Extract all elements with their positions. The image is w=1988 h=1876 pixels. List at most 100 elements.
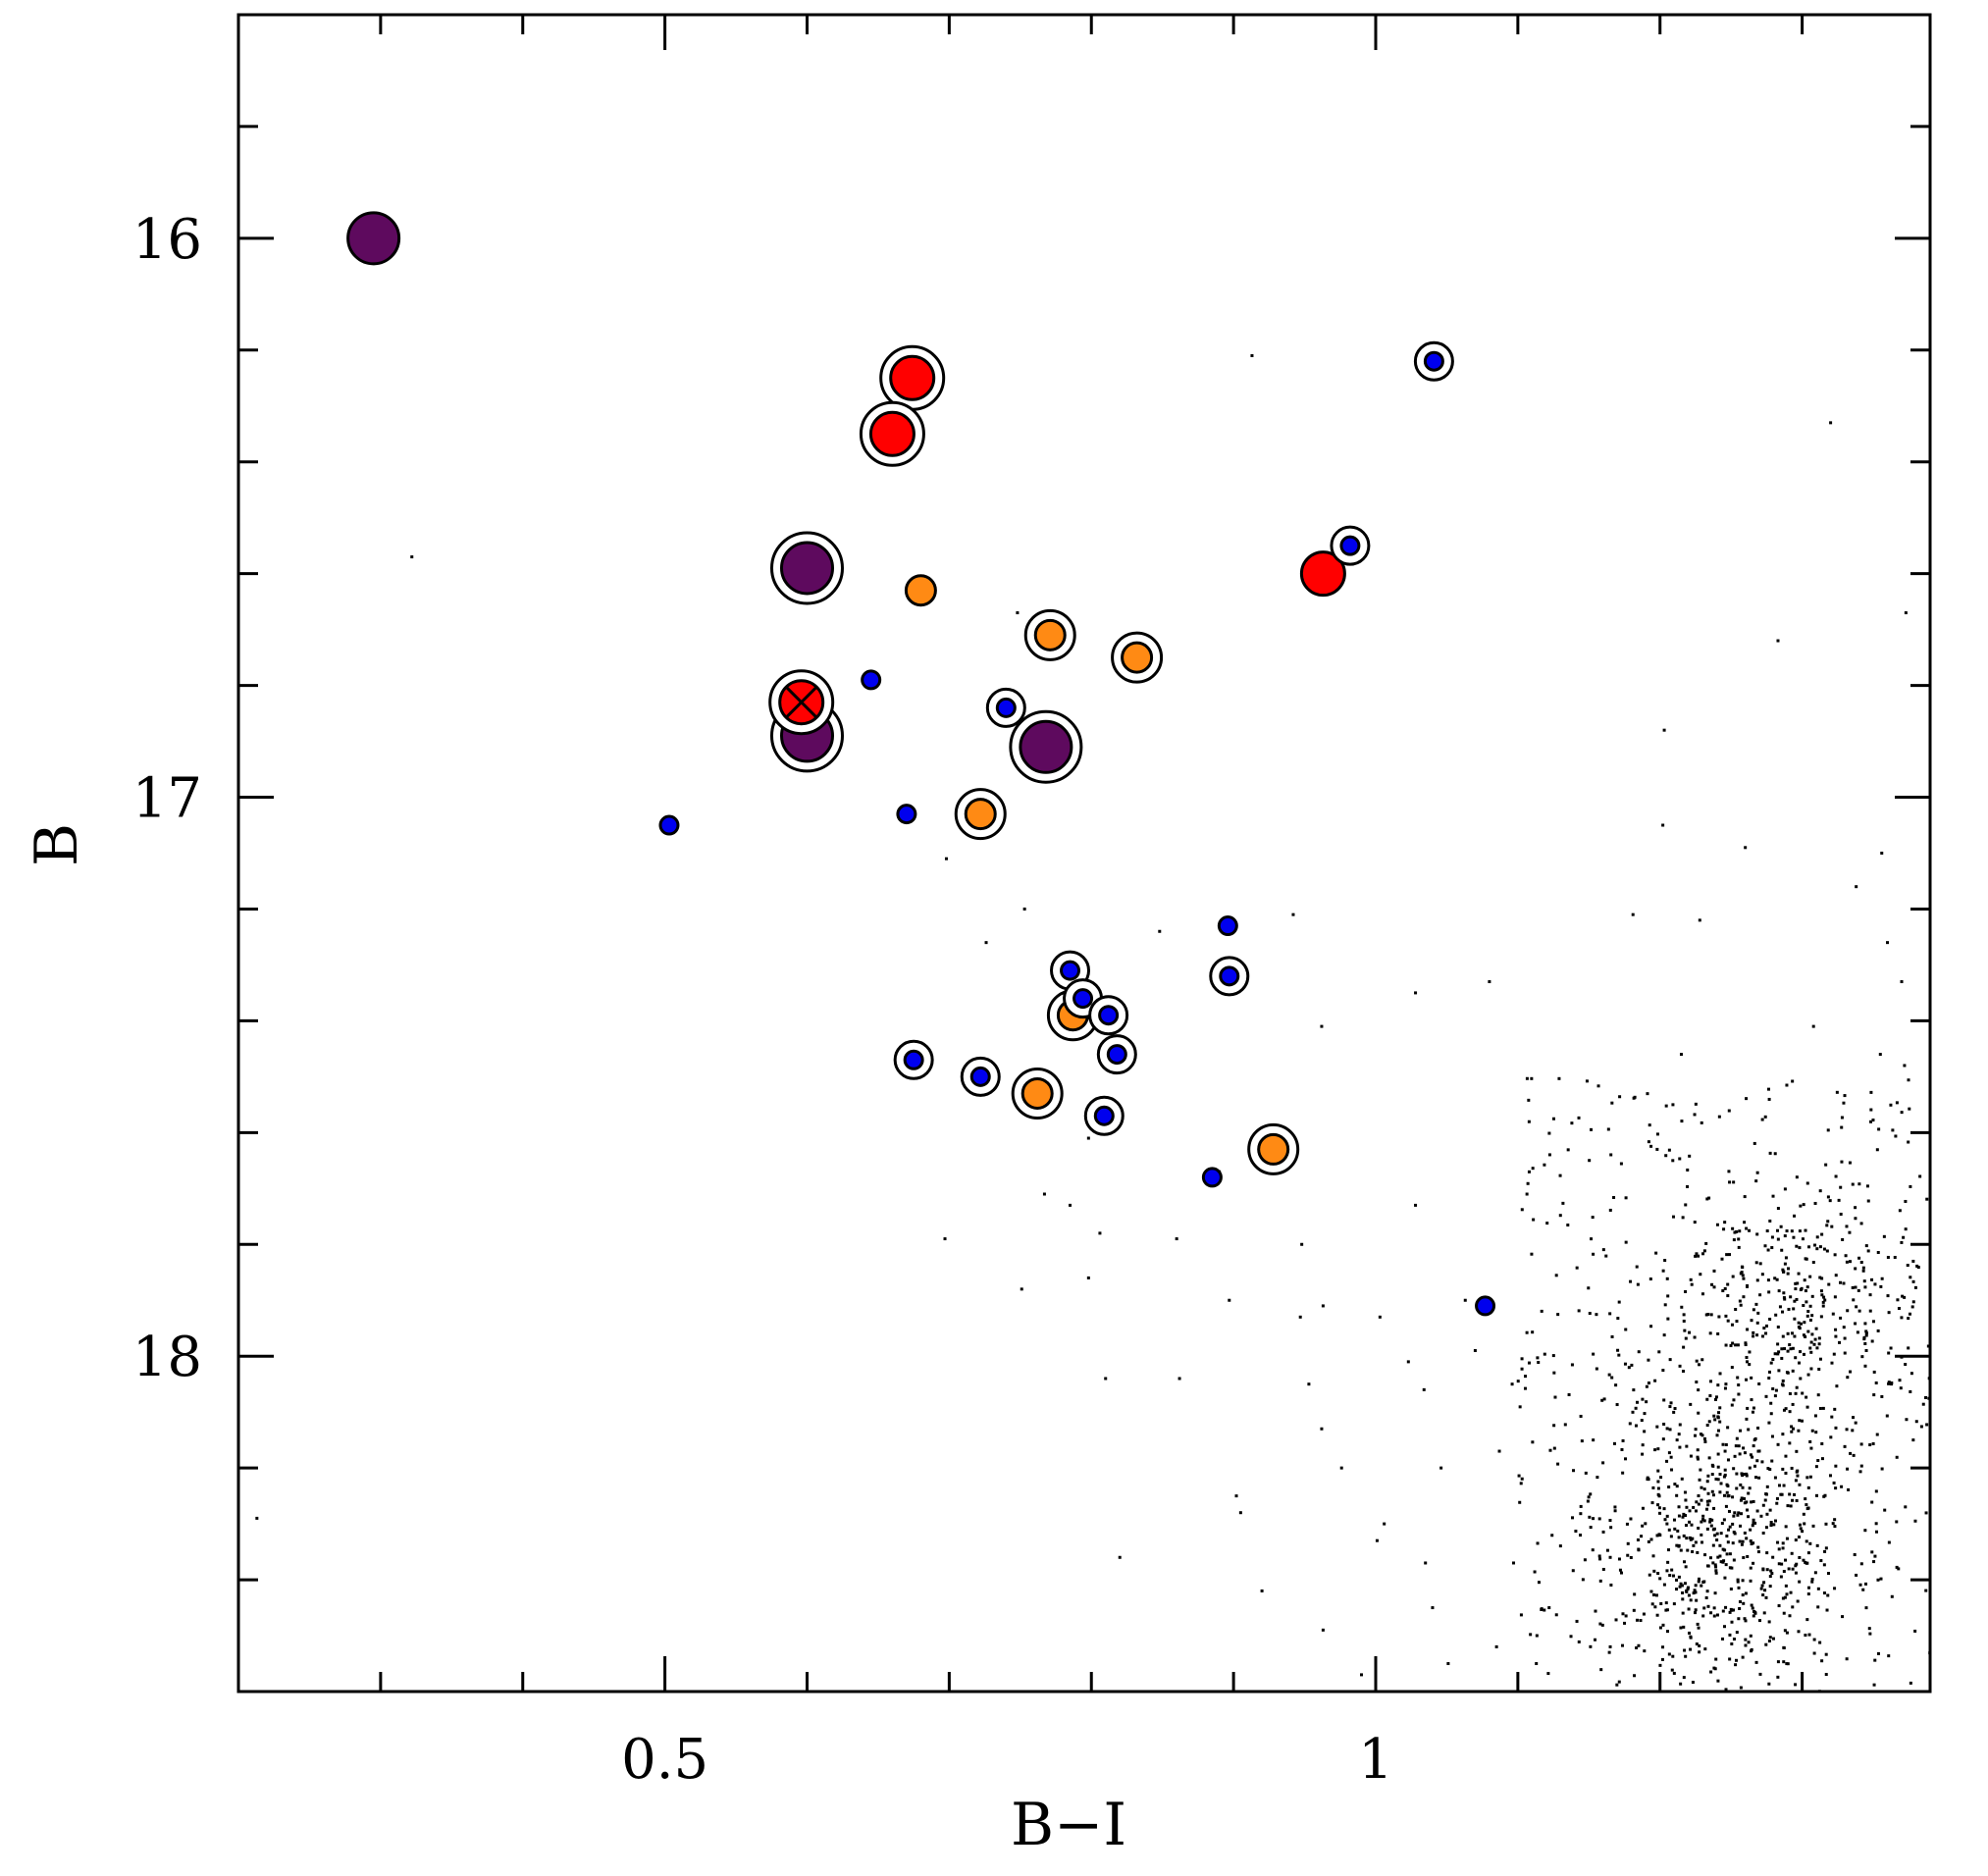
background-star bbox=[1840, 1485, 1844, 1488]
background-star bbox=[1919, 1425, 1923, 1429]
background-star bbox=[1805, 1476, 1809, 1480]
background-star bbox=[1677, 1433, 1681, 1436]
background-star bbox=[1527, 1361, 1531, 1365]
background-star bbox=[1768, 1575, 1772, 1579]
background-star bbox=[1653, 1379, 1657, 1382]
background-star bbox=[1781, 1268, 1785, 1272]
background-star bbox=[1632, 1388, 1636, 1392]
background-star bbox=[1783, 1629, 1787, 1633]
background-star bbox=[1510, 1382, 1514, 1386]
background-star bbox=[1860, 1355, 1864, 1359]
background-star bbox=[1705, 1480, 1709, 1484]
background-star bbox=[1738, 1229, 1742, 1233]
background-star bbox=[1840, 1160, 1844, 1164]
background-star bbox=[1717, 1411, 1721, 1415]
background-star bbox=[1904, 1227, 1908, 1231]
background-star bbox=[1676, 1529, 1680, 1533]
background-star bbox=[1898, 1379, 1902, 1382]
background-star bbox=[1801, 1391, 1805, 1395]
background-star bbox=[1812, 1651, 1816, 1655]
background-star bbox=[1780, 1248, 1784, 1252]
background-star bbox=[1742, 1601, 1746, 1605]
background-star bbox=[1307, 1382, 1311, 1386]
background-star bbox=[1925, 1423, 1929, 1427]
background-star bbox=[1894, 1134, 1898, 1138]
background-star bbox=[1744, 1619, 1748, 1623]
background-star bbox=[1665, 1569, 1669, 1573]
background-star bbox=[1682, 1512, 1686, 1516]
background-star bbox=[1581, 1578, 1585, 1582]
background-star bbox=[1678, 1423, 1682, 1427]
background-star bbox=[1746, 1406, 1750, 1410]
background-star bbox=[1632, 1608, 1636, 1612]
background-star bbox=[1689, 1647, 1693, 1651]
background-star bbox=[1665, 1608, 1669, 1612]
background-star bbox=[1796, 1281, 1800, 1285]
background-star bbox=[1681, 1597, 1685, 1601]
background-star bbox=[1531, 1330, 1535, 1334]
orange-star bbox=[1020, 1076, 1054, 1110]
background-star bbox=[1737, 1245, 1741, 1249]
background-star bbox=[1748, 1350, 1752, 1354]
background-star bbox=[1866, 1199, 1870, 1203]
background-star bbox=[1740, 1542, 1744, 1546]
background-star bbox=[1628, 1422, 1632, 1426]
background-star bbox=[1725, 1552, 1729, 1556]
background-star bbox=[1589, 1644, 1593, 1648]
background-star bbox=[1738, 1599, 1742, 1603]
blue-star bbox=[1072, 988, 1094, 1010]
background-star bbox=[1653, 1448, 1657, 1452]
background-star bbox=[1642, 1612, 1646, 1616]
background-star bbox=[1805, 1300, 1808, 1304]
background-star bbox=[1556, 1313, 1560, 1317]
background-star bbox=[1553, 1395, 1557, 1399]
background-star bbox=[1810, 1332, 1814, 1336]
background-star bbox=[1745, 1226, 1749, 1230]
background-star bbox=[1817, 1342, 1821, 1346]
background-star bbox=[1744, 1341, 1748, 1345]
background-star bbox=[1552, 1371, 1556, 1375]
background-star bbox=[1824, 1673, 1828, 1677]
background-star bbox=[1667, 1548, 1671, 1552]
background-star bbox=[1854, 1267, 1857, 1271]
background-star bbox=[1765, 1512, 1769, 1516]
background-star bbox=[1661, 1269, 1665, 1273]
background-star bbox=[1802, 1333, 1805, 1337]
background-star bbox=[1794, 1356, 1798, 1360]
background-star bbox=[1729, 1343, 1733, 1347]
background-star bbox=[1665, 1277, 1669, 1280]
background-star bbox=[1746, 1554, 1750, 1558]
background-star bbox=[1320, 1427, 1324, 1431]
background-star bbox=[1900, 1316, 1904, 1320]
background-star bbox=[1833, 1587, 1837, 1590]
background-star bbox=[1799, 1527, 1803, 1531]
background-star bbox=[1873, 1282, 1877, 1286]
background-star bbox=[1535, 1662, 1539, 1666]
background-star bbox=[1527, 1170, 1531, 1173]
background-star bbox=[1707, 1420, 1711, 1424]
background-star bbox=[1747, 1515, 1751, 1519]
background-star bbox=[1741, 1593, 1745, 1597]
background-star bbox=[1786, 1504, 1790, 1508]
background-star bbox=[1749, 1453, 1753, 1457]
background-star bbox=[1810, 1580, 1814, 1584]
background-star bbox=[1738, 1299, 1742, 1303]
background-star bbox=[1631, 912, 1635, 916]
background-star bbox=[1700, 1540, 1704, 1544]
background-star bbox=[1678, 1585, 1682, 1589]
background-star bbox=[1793, 1214, 1797, 1218]
background-star bbox=[1612, 1195, 1616, 1199]
background-star bbox=[1908, 1107, 1911, 1111]
background-star bbox=[1780, 1562, 1784, 1566]
background-star bbox=[1662, 1422, 1666, 1426]
background-star bbox=[1625, 1522, 1629, 1526]
background-star bbox=[1752, 1614, 1755, 1618]
background-star bbox=[1709, 1524, 1713, 1528]
background-star bbox=[1739, 1686, 1743, 1690]
background-star bbox=[1615, 1683, 1619, 1687]
background-star bbox=[1818, 1357, 1822, 1361]
background-star bbox=[1543, 1163, 1546, 1167]
background-star bbox=[1664, 1608, 1668, 1612]
background-star bbox=[1803, 1278, 1806, 1282]
background-star bbox=[1671, 1574, 1675, 1578]
